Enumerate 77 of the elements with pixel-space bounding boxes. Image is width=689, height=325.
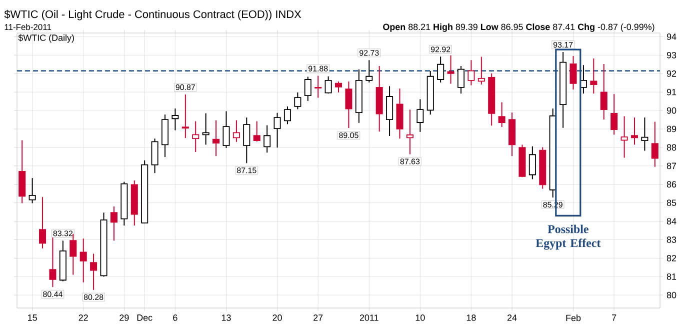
annotation: $WTIC (Daily)	[18, 34, 74, 43]
candlestick	[600, 64, 608, 120]
candlestick	[172, 108, 179, 131]
x-tick-label: 29	[120, 314, 129, 321]
y-tick-label: 84	[666, 218, 676, 224]
text: Open 88.21 High 89.39 Low 86.95 Close 87.41 Chg -0.87 (-0.99%)	[383, 23, 654, 32]
x-tick-label: 27	[314, 314, 323, 321]
candlestick	[457, 66, 464, 94]
y-tick-label: 90	[666, 107, 676, 114]
y-tick-label: 82	[666, 254, 676, 262]
x-tick-label: 2011	[360, 314, 378, 321]
candlestick	[232, 120, 240, 142]
candlestick	[151, 138, 158, 174]
x-tick-label: 24	[507, 314, 517, 321]
candlestick	[222, 110, 230, 148]
chart-title: $WTIC (Oil - Light Crude - Continuous Contract (EOD)) INDX	[4, 10, 302, 20]
x-tick-label: Feb	[566, 314, 581, 322]
candlestick	[314, 75, 322, 98]
x-tick-label: 15	[28, 314, 37, 321]
candlestick	[641, 117, 648, 152]
candlestick	[447, 54, 454, 84]
candlestick	[416, 98, 424, 132]
y-tick-label: 80	[666, 292, 676, 298]
x-tick-label: 22	[78, 314, 88, 321]
x-tick-label: 7	[612, 314, 616, 321]
candlestick	[345, 81, 352, 129]
x-tick-label: 20	[272, 314, 282, 321]
candlestick	[294, 92, 302, 110]
x-tick-label: 13	[222, 314, 231, 321]
candlestick	[406, 109, 414, 155]
candlestick	[386, 86, 394, 136]
candlestick	[620, 116, 628, 158]
candlestick	[80, 238, 87, 283]
candlestick	[324, 76, 332, 94]
candlestick	[304, 76, 312, 102]
candlestick	[264, 124, 271, 154]
y-tick-label: 87	[666, 162, 676, 170]
candlestick	[39, 196, 46, 249]
y-tick-label: 85	[666, 200, 676, 206]
candlestick	[90, 253, 98, 290]
y-tick-label: 83	[666, 236, 676, 243]
y-tick-label: 92	[666, 70, 676, 77]
candlestick	[28, 178, 36, 204]
candlestick	[528, 146, 536, 180]
chart-subtitle: 11-Feb-2011	[4, 24, 52, 30]
candlestick	[437, 56, 444, 83]
candlestick	[243, 117, 250, 164]
candlestick	[212, 120, 220, 157]
candlestick	[284, 106, 291, 125]
x-tick-label: 6	[173, 314, 178, 321]
y-tick-label: 86	[666, 181, 676, 188]
candlestick	[570, 56, 577, 90]
x-tick-label: 18	[466, 314, 476, 321]
candlestick	[630, 117, 638, 146]
x-tick-label: Dec	[137, 314, 152, 321]
y-tick-label: 94	[666, 34, 676, 40]
candlestick	[651, 121, 658, 168]
annotation: Possible Egypt Effect	[536, 224, 601, 250]
candlestick	[182, 94, 189, 139]
candlestick	[498, 102, 506, 128]
candlestick	[590, 58, 598, 94]
candlestick	[468, 60, 475, 86]
candlestick	[202, 112, 210, 146]
candlestick	[192, 120, 200, 153]
candlestick	[253, 120, 260, 142]
candlestick	[274, 112, 281, 148]
y-tick-label: 91	[666, 88, 676, 96]
candlestick	[334, 81, 342, 93]
y-tick-label: 93	[666, 52, 676, 58]
y-tick-label: 81	[666, 273, 676, 280]
y-tick-label: 89	[666, 126, 676, 132]
candlestick	[366, 60, 373, 83]
candlestick	[478, 56, 485, 85]
candlestick	[610, 94, 618, 136]
x-tick-label: 10	[416, 314, 425, 321]
y-tick-label: 88	[666, 144, 676, 151]
candlestick	[110, 206, 118, 242]
